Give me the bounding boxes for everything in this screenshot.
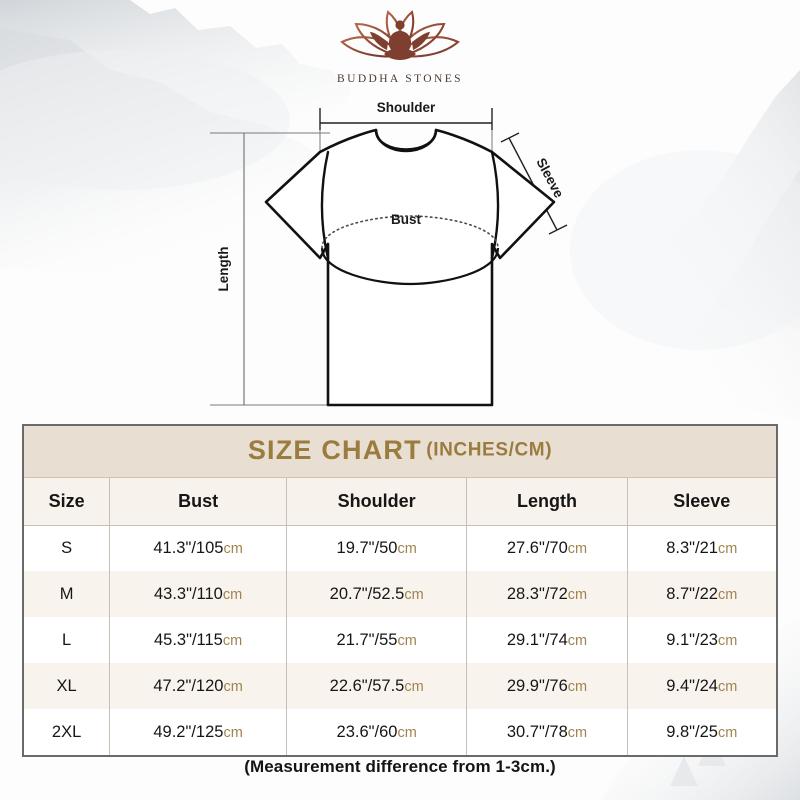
cell-bust: 41.3"/105cm [109,525,287,571]
cell-shoulder: 20.7"/52.5cm [286,571,468,617]
bust-ellipse-front [320,247,500,286]
mountain-ridge-right [640,70,800,330]
mist-layer-right [660,170,800,420]
length-label: Length [216,247,231,292]
shoulder-dimension-line [319,108,493,130]
lotus-meditation-icon [340,10,460,60]
cell-bust: 49.2"/125cm [109,709,287,755]
size-table: Size Bust Shoulder Length Sleeve S 41.3"… [24,478,776,755]
brand-logo: BUDDHA STONES [0,8,800,85]
tshirt-outline [264,128,556,407]
size-chart-title-units: (INCHES/CM) [426,439,553,461]
table-row: L 45.3"/115cm 21.7"/55cm 29.1"/74cm 9.1"… [24,617,776,663]
bust-label: Bust [391,212,422,227]
shoulder-label: Shoulder [377,100,436,115]
column-header-bust: Bust [109,478,287,526]
size-chart-table-wrapper: SIZE CHART (INCHES/CM) Size Bust Shoulde… [22,424,778,757]
cell-size: XL [24,663,111,709]
cell-sleeve: 8.7"/22cm [627,571,776,617]
cell-length: 29.9"/76cm [466,663,628,709]
cell-sleeve: 9.8"/25cm [627,709,776,755]
cell-shoulder: 22.6"/57.5cm [286,663,468,709]
cell-size: S [24,525,111,571]
column-header-sleeve: Sleeve [627,478,776,526]
table-row: 2XL 49.2"/125cm 23.6"/60cm 30.7"/78cm 9.… [24,709,776,755]
cell-length: 30.7"/78cm [466,709,628,755]
cell-length: 28.3"/72cm [466,571,628,617]
column-header-size: Size [24,478,111,526]
tshirt-measurement-diagram: Shoulder Length Sleeve [200,96,600,416]
tshirt-diagram-svg: Shoulder Length Sleeve [210,100,568,407]
table-row: M 43.3"/110cm 20.7"/52.5cm 28.3"/72cm 8.… [24,571,776,617]
cell-sleeve: 8.3"/21cm [627,525,776,571]
measurement-note: (Measurement difference from 1-3cm.) [244,757,556,776]
size-chart-title-main: SIZE CHART [247,435,422,465]
cell-bust: 43.3"/110cm [109,571,287,617]
table-header-row: Size Bust Shoulder Length Sleeve [24,478,776,526]
soft-wash-right [570,150,800,350]
cell-shoulder: 23.6"/60cm [286,709,468,755]
cell-bust: 45.3"/115cm [109,617,287,663]
bust-ellipse-back [321,215,499,249]
cell-bust: 47.2"/120cm [109,663,287,709]
column-header-shoulder: Shoulder [286,478,468,526]
column-header-length: Length [466,478,628,526]
cell-shoulder: 19.7"/50cm [286,525,468,571]
table-row: XL 47.2"/120cm 22.6"/57.5cm 29.9"/76cm 9… [24,663,776,709]
table-row: S 41.3"/105cm 19.7"/50cm 27.6"/70cm 8.3"… [24,525,776,571]
cell-shoulder: 21.7"/55cm [286,617,468,663]
size-chart-title: SIZE CHART (INCHES/CM) [24,426,776,478]
cell-sleeve: 9.4"/24cm [627,663,776,709]
cell-size: L [24,617,111,663]
cell-sleeve: 9.1"/23cm [627,617,776,663]
cell-size: M [24,571,111,617]
cell-size: 2XL [24,709,111,755]
cell-length: 29.1"/74cm [466,617,628,663]
cell-length: 27.6"/70cm [466,525,628,571]
brand-name: BUDDHA STONES [337,73,463,85]
